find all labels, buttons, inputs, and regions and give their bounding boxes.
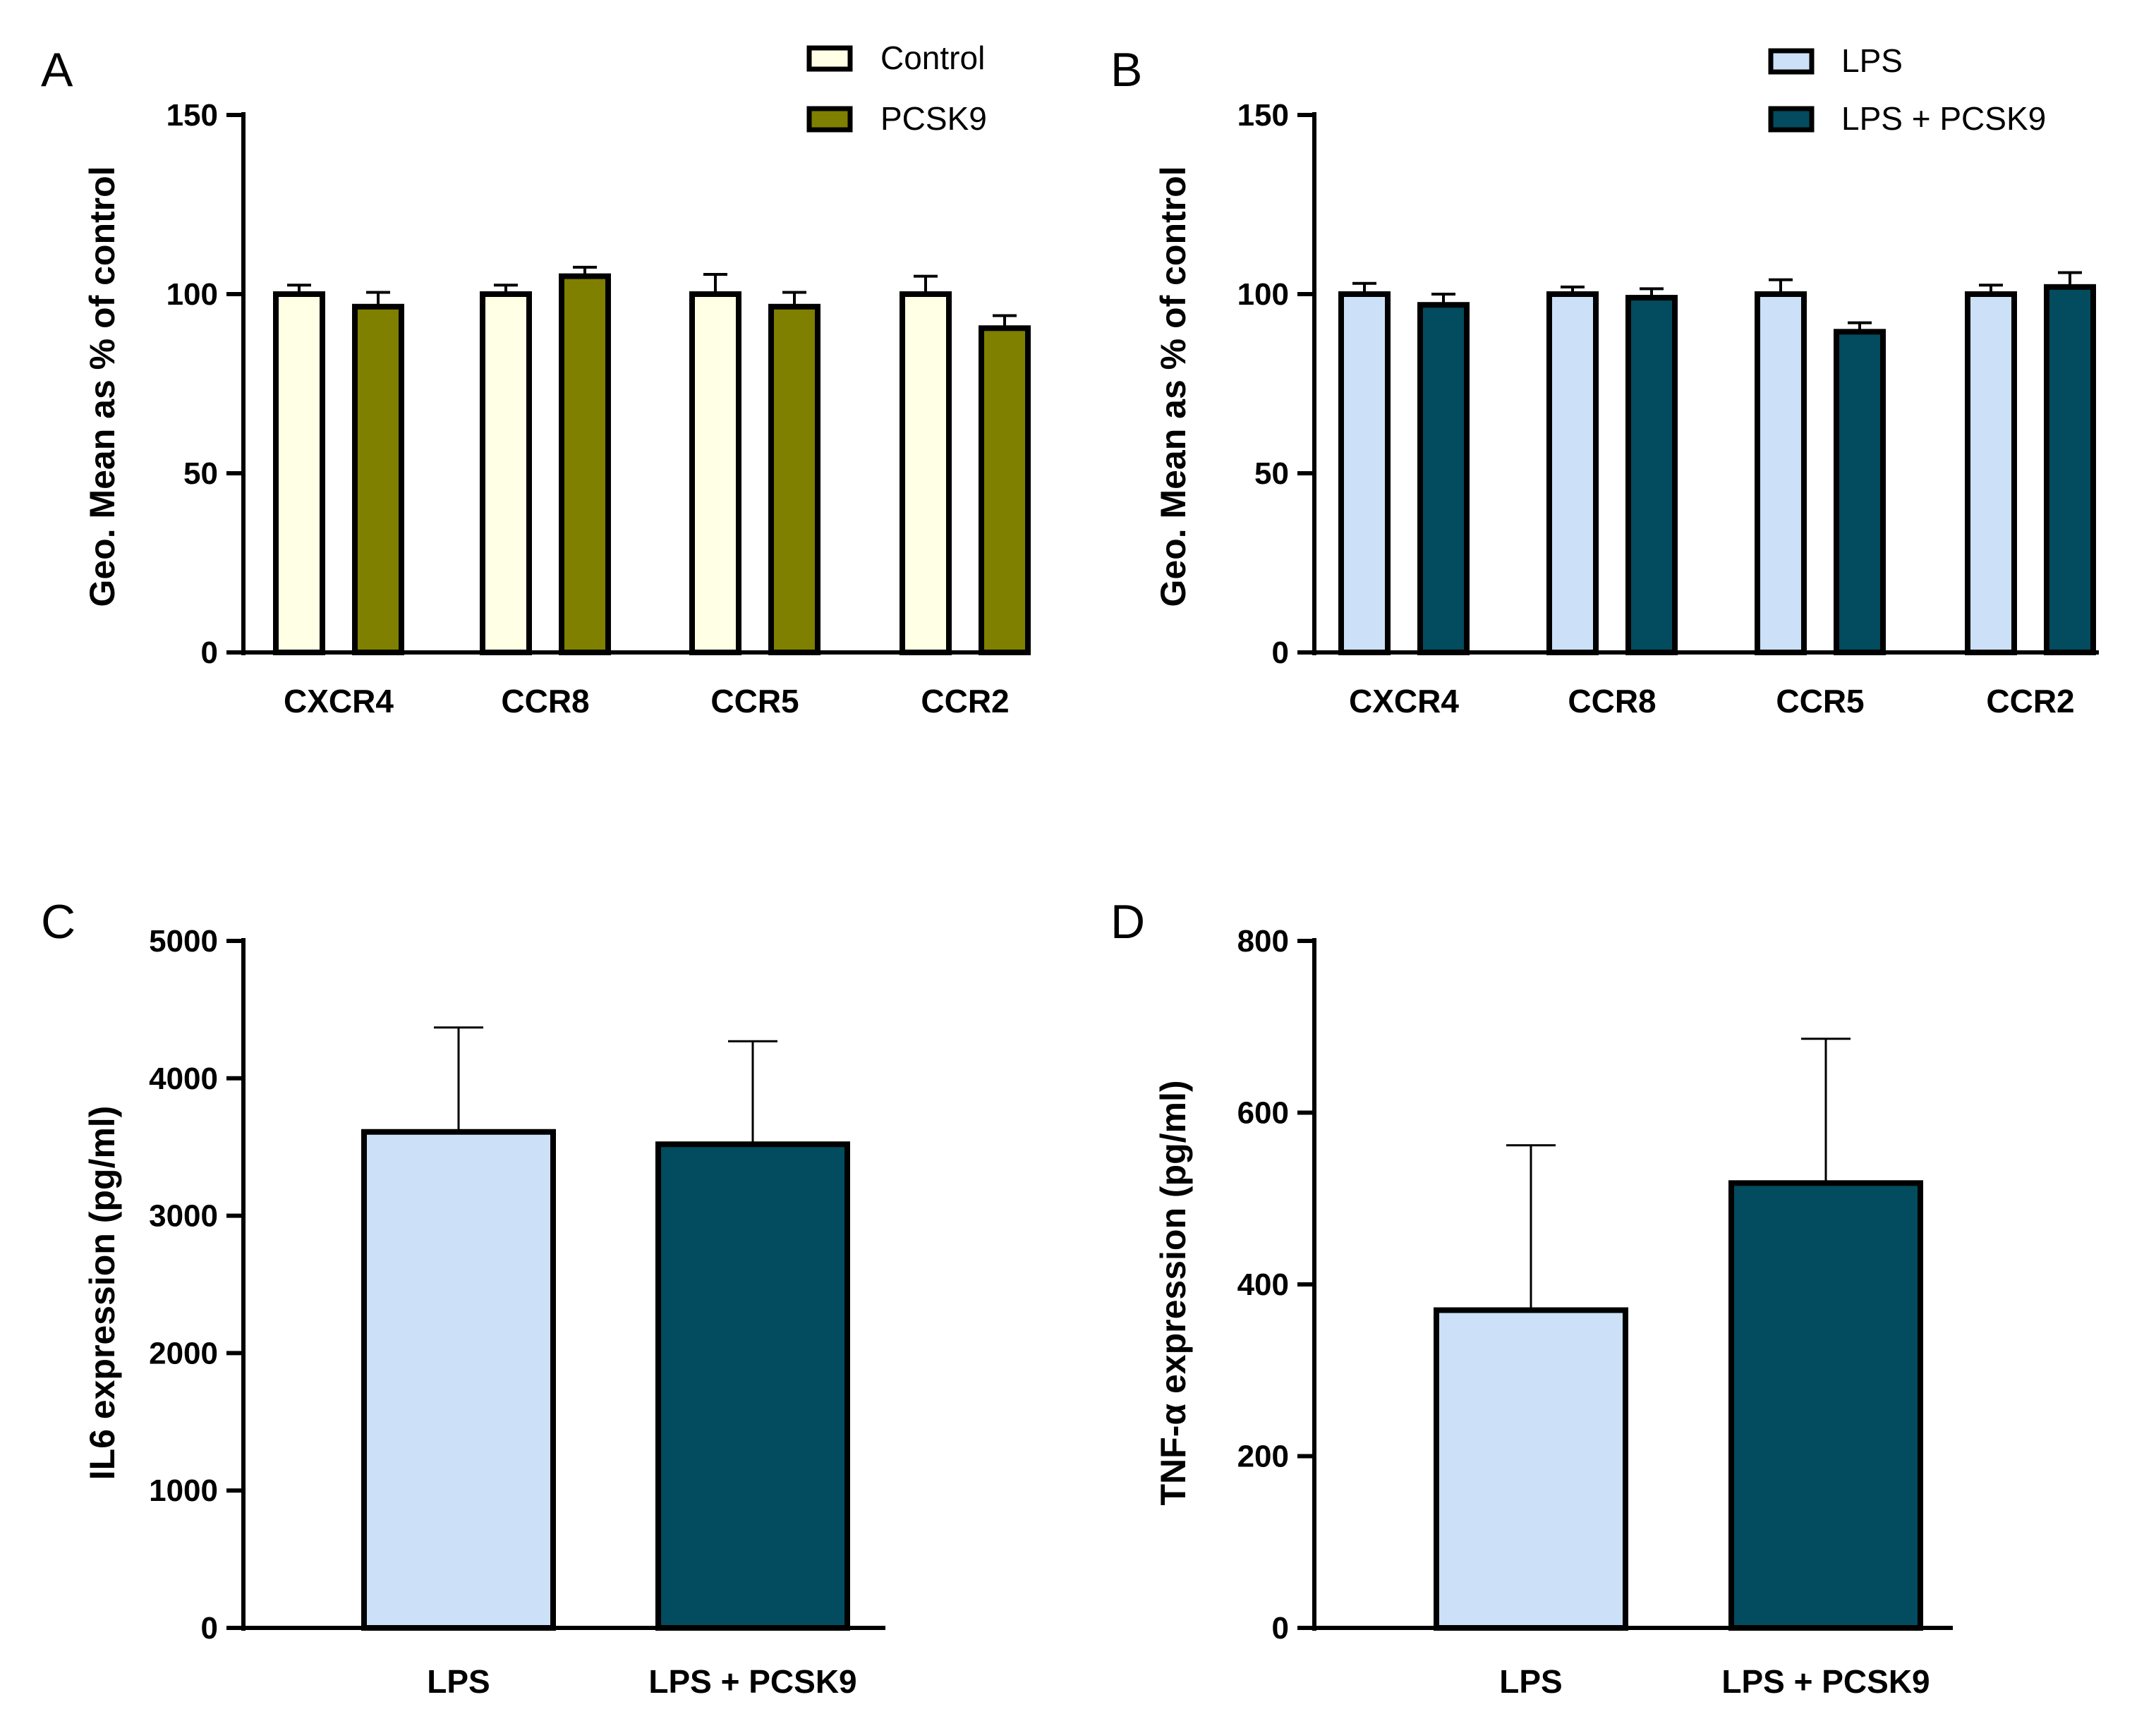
panel-b-bar-ccr8-lps-pcsk9 bbox=[1625, 295, 1678, 655]
panel-a-category-label: CCR5 bbox=[710, 683, 799, 719]
panel-c-category-label: LPS + PCSK9 bbox=[648, 1663, 856, 1700]
panel-a-bar-ccr5-pcsk9 bbox=[768, 303, 820, 655]
panel-a-y-axis-title: Geo. Mean as % of control bbox=[83, 166, 122, 607]
panel-a-legend-label-pcsk9: PCSK9 bbox=[880, 100, 987, 137]
panel-a-y-tick-label: 50 bbox=[183, 456, 218, 491]
panel-c-y-tick-label: 2000 bbox=[149, 1336, 218, 1370]
panel-c-bar-lps bbox=[361, 1129, 556, 1631]
panel-b-bar-ccr8-lps bbox=[1546, 291, 1599, 655]
panel-a-category-label: CCR2 bbox=[921, 683, 1009, 719]
panel-c-bar-lps-pcsk9 bbox=[655, 1141, 850, 1631]
panel-a-category-label: CXCR4 bbox=[284, 683, 394, 719]
panel-c-letter: C bbox=[41, 895, 75, 949]
panel-a-legend-swatch-control bbox=[806, 45, 853, 72]
panel-b-bar-cxcr4-lps-pcsk9 bbox=[1417, 302, 1470, 655]
panel-d-y-tick-label: 600 bbox=[1237, 1096, 1289, 1131]
panel-b-bar-ccr5-lps-pcsk9 bbox=[1834, 329, 1886, 655]
panel-c-y-tick-label: 3000 bbox=[149, 1199, 218, 1234]
panel-d-y-tick-label: 800 bbox=[1237, 924, 1289, 959]
panel-c-y-tick-label: 1000 bbox=[149, 1473, 218, 1508]
panel-b-y-tick-label: 50 bbox=[1254, 456, 1289, 491]
panel-b-legend-swatch-lps bbox=[1768, 48, 1815, 75]
panel-b-legend-label-lps: LPS bbox=[1841, 42, 1903, 79]
panel-a-bar-ccr2-pcsk9 bbox=[979, 325, 1031, 655]
panel-b-y-tick-label: 0 bbox=[1272, 636, 1289, 670]
panel-a-letter: A bbox=[41, 43, 73, 97]
panel-c-y-axis-title: IL6 expression (pg/ml) bbox=[83, 1106, 122, 1480]
panel-a-chart: A Geo. Mean as % of control 0 50 100 150 CX… bbox=[41, 39, 1031, 719]
panel-d-y-axis-title: TNF-α expression (pg/ml) bbox=[1153, 1080, 1193, 1505]
panel-b-category-label: CCR8 bbox=[1568, 683, 1656, 719]
panel-a-bar-ccr8-control bbox=[480, 291, 532, 655]
panel-b-category-label: CXCR4 bbox=[1349, 683, 1459, 719]
panel-b-bar-ccr5-lps bbox=[1755, 291, 1807, 655]
panel-a-y-tick-label: 150 bbox=[166, 98, 218, 133]
panel-b-y-axis-title: Geo. Mean as % of control bbox=[1153, 166, 1193, 607]
panel-c-y-tick-label: 4000 bbox=[149, 1062, 218, 1096]
panel-d-y-tick-label: 400 bbox=[1237, 1267, 1289, 1302]
panel-d-category-label: LPS bbox=[1499, 1663, 1562, 1700]
panel-a-bar-cxcr4-pcsk9 bbox=[352, 303, 404, 655]
panel-b-bar-ccr2-lps bbox=[1965, 291, 2017, 655]
panel-a-bar-ccr2-control bbox=[900, 291, 952, 655]
panel-d-bar-lps bbox=[1434, 1307, 1628, 1631]
panel-b-category-label: CCR5 bbox=[1776, 683, 1864, 719]
panel-b-category-label: CCR2 bbox=[1986, 683, 2074, 719]
panel-b-y-tick-label: 150 bbox=[1237, 98, 1289, 133]
panel-b-legend-label-lps-pcsk9: LPS + PCSK9 bbox=[1841, 100, 2046, 137]
panel-b-legend-swatch-lps-pcsk9 bbox=[1768, 106, 1815, 133]
panel-a-bar-ccr5-control bbox=[689, 291, 741, 655]
panel-a-y-tick-label: 0 bbox=[201, 636, 218, 670]
panel-a-legend-label-control: Control bbox=[880, 39, 985, 76]
panel-b-bar-ccr2-lps-pcsk9 bbox=[2044, 284, 2096, 655]
panel-a-category-label: CCR8 bbox=[501, 683, 589, 719]
panel-c-y-tick-label: 0 bbox=[201, 1611, 218, 1646]
panel-d-category-label: LPS + PCSK9 bbox=[1721, 1663, 1930, 1700]
panel-c-y-tick-label: 5000 bbox=[149, 924, 218, 959]
panel-a-bar-ccr8-pcsk9 bbox=[559, 273, 611, 656]
panel-b-legend: LPS LPS + PCSK9 bbox=[1768, 42, 2046, 137]
panel-b-y-tick-label: 100 bbox=[1237, 277, 1289, 312]
panel-b-bar-cxcr4-lps bbox=[1338, 291, 1391, 655]
panel-c-chart: C IL6 expression (pg/ml) 0 1000 2000 3000 40… bbox=[41, 895, 885, 1700]
panel-c-category-label: LPS bbox=[427, 1663, 490, 1700]
panel-a-bar-cxcr4-control bbox=[273, 291, 325, 655]
panel-d-y-tick-label: 0 bbox=[1272, 1611, 1289, 1646]
panel-b-letter: B bbox=[1110, 43, 1142, 97]
panel-a-y-tick-label: 100 bbox=[166, 277, 218, 312]
panel-d-letter: D bbox=[1110, 895, 1145, 949]
panel-d-chart: D TNF-α expression (pg/ml) 0 200 400 600 800… bbox=[1110, 895, 1953, 1700]
panel-d-y-tick-label: 200 bbox=[1237, 1440, 1289, 1474]
panel-b-chart: B Geo. Mean as % of control 0 50 100 150 CX… bbox=[1110, 42, 2099, 719]
panel-d-bar-lps-pcsk9 bbox=[1728, 1180, 1923, 1631]
panel-a-legend: Control PCSK9 bbox=[806, 39, 987, 137]
panel-a-legend-swatch-pcsk9 bbox=[806, 106, 853, 133]
